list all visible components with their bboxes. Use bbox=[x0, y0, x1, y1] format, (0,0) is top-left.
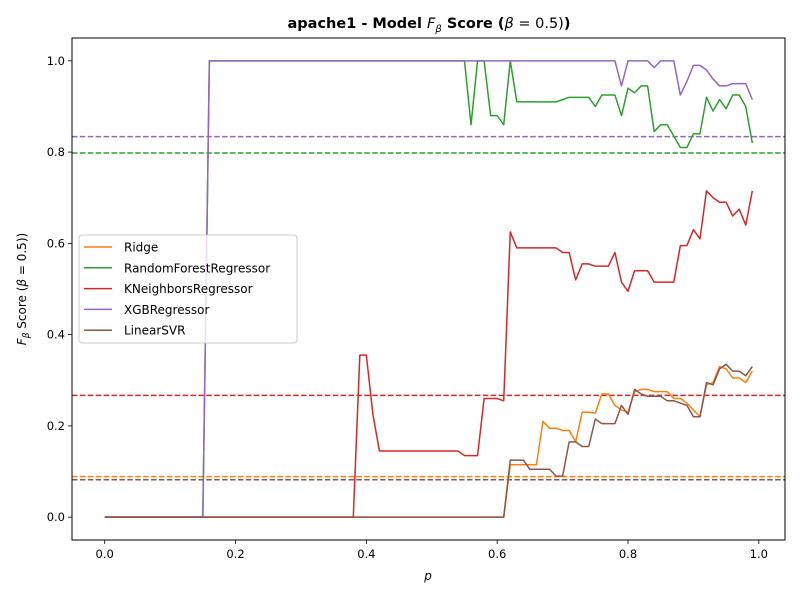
x-tick-label: 0.6 bbox=[488, 547, 506, 561]
x-tick-label: 0.8 bbox=[619, 547, 637, 561]
legend-label: KNeighborsRegressor bbox=[124, 282, 253, 296]
x-axis-ticks: 0.0 0.2 0.4 0.6 0.8 1.0 bbox=[96, 540, 768, 561]
x-tick-label: 1.0 bbox=[750, 547, 768, 561]
series-line-3 bbox=[104, 60, 753, 518]
x-axis-label: p bbox=[423, 569, 432, 583]
y-tick-label: 0.4 bbox=[47, 328, 65, 342]
series-lines bbox=[104, 60, 754, 518]
series-line-1 bbox=[104, 60, 754, 518]
x-tick-label: 0.2 bbox=[226, 547, 244, 561]
series-line-2 bbox=[104, 190, 754, 518]
x-tick-label: 0.0 bbox=[96, 547, 114, 561]
y-axis-ticks: 0.0 0.2 0.4 0.6 0.8 1.0 bbox=[47, 54, 72, 524]
legend-label: LinearSVR bbox=[124, 324, 185, 338]
reference-lines bbox=[72, 135, 785, 481]
y-axis-label: Fβ Score (β = 0.5)) bbox=[15, 233, 32, 345]
plot-frame bbox=[71, 37, 786, 541]
legend-label: XGBRegressor bbox=[124, 303, 209, 317]
y-tick-label: 0.2 bbox=[47, 419, 65, 433]
legend-box bbox=[78, 234, 298, 344]
legend-items: Ridge RandomForestRegressor KNeighborsRegr… bbox=[84, 241, 270, 338]
series-line-4 bbox=[104, 363, 753, 518]
legend-label: RandomForestRegressor bbox=[124, 261, 270, 275]
y-tick-label: 0.8 bbox=[47, 145, 65, 159]
x-tick-label: 0.4 bbox=[357, 547, 375, 561]
legend: Ridge RandomForestRegressor KNeighborsRegr… bbox=[78, 234, 298, 344]
y-tick-label: 1.0 bbox=[47, 54, 65, 68]
y-tick-label: 0.0 bbox=[47, 510, 65, 524]
y-tick-label: 0.6 bbox=[47, 236, 65, 250]
legend-label: Ridge bbox=[124, 241, 158, 255]
chart-title: apache1 - Model Fβ Score (β = 0.5)) bbox=[288, 16, 571, 35]
